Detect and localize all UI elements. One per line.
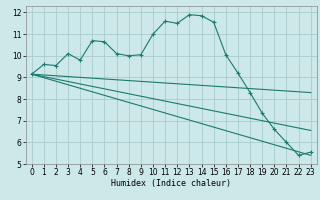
X-axis label: Humidex (Indice chaleur): Humidex (Indice chaleur): [111, 179, 231, 188]
